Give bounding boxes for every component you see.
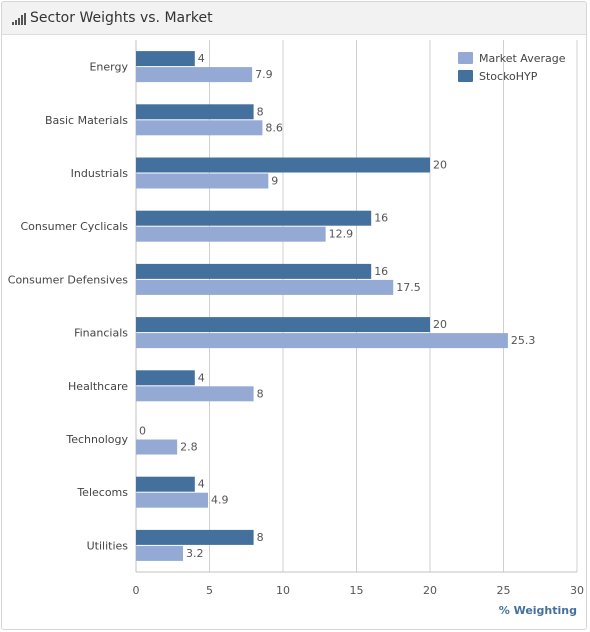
data-label-stockohyp: 4 bbox=[198, 52, 205, 65]
data-label-stockohyp: 4 bbox=[198, 371, 205, 384]
bar-market-average bbox=[136, 279, 394, 295]
data-label-stockohyp: 16 bbox=[374, 265, 388, 278]
data-label-stockohyp: 0 bbox=[139, 425, 146, 438]
bar-market-average bbox=[136, 545, 184, 561]
x-tick-label: 5 bbox=[206, 584, 213, 597]
x-tick-label: 20 bbox=[423, 584, 437, 597]
bar-market-average bbox=[136, 333, 508, 349]
category-label: Technology bbox=[65, 433, 128, 446]
bar-stockohyp bbox=[136, 317, 430, 333]
data-label-stockohyp: 8 bbox=[257, 105, 264, 118]
legend-label: StockoHYP bbox=[479, 70, 538, 83]
bar-market-average bbox=[136, 120, 263, 136]
category-label: Financials bbox=[74, 327, 128, 340]
bar-stockohyp bbox=[136, 51, 195, 67]
bar-chart-icon bbox=[12, 13, 26, 25]
data-label-market-average: 3.2 bbox=[186, 547, 204, 560]
data-label-market-average: 7.9 bbox=[255, 68, 273, 81]
data-label-stockohyp: 16 bbox=[374, 212, 388, 225]
data-label-stockohyp: 8 bbox=[257, 531, 264, 544]
category-label: Consumer Cyclicals bbox=[20, 220, 128, 233]
bar-market-average bbox=[136, 492, 209, 508]
bar-stockohyp bbox=[136, 157, 430, 173]
data-label-market-average: 17.5 bbox=[396, 281, 421, 294]
legend-label: Market Average bbox=[479, 52, 566, 65]
category-label: Industrials bbox=[71, 167, 129, 180]
data-label-stockohyp: 4 bbox=[198, 478, 205, 491]
category-label: Consumer Defensives bbox=[8, 273, 129, 286]
category-label: Healthcare bbox=[68, 380, 128, 393]
bar-market-average bbox=[136, 226, 326, 242]
bar-market-average bbox=[136, 439, 178, 455]
bar-stockohyp bbox=[136, 370, 195, 386]
category-label: Basic Materials bbox=[45, 114, 128, 127]
legend-swatch bbox=[458, 52, 473, 64]
bar-market-average bbox=[136, 173, 269, 189]
category-label: Energy bbox=[89, 61, 128, 74]
data-label-market-average: 12.9 bbox=[329, 228, 354, 241]
bar-stockohyp bbox=[136, 476, 195, 492]
bar-market-average bbox=[136, 67, 253, 83]
bar-stockohyp bbox=[136, 529, 254, 545]
data-label-market-average: 8 bbox=[257, 387, 264, 400]
category-label: Telecoms bbox=[76, 486, 128, 499]
category-label: Utilities bbox=[87, 539, 129, 552]
data-label-market-average: 9 bbox=[271, 175, 278, 188]
x-tick-label: 10 bbox=[276, 584, 290, 597]
bar-stockohyp bbox=[136, 104, 254, 120]
legend-swatch bbox=[458, 70, 473, 82]
bar-market-average bbox=[136, 386, 254, 402]
data-label-market-average: 25.3 bbox=[511, 334, 536, 347]
x-tick-label: 25 bbox=[497, 584, 511, 597]
panel-title: Sector Weights vs. Market bbox=[30, 10, 213, 26]
data-label-market-average: 2.8 bbox=[180, 441, 198, 454]
bar-stockohyp bbox=[136, 263, 372, 279]
x-tick-label: 30 bbox=[570, 584, 584, 597]
x-tick-label: 0 bbox=[133, 584, 140, 597]
data-label-stockohyp: 20 bbox=[433, 318, 447, 331]
data-label-stockohyp: 20 bbox=[433, 159, 447, 172]
bar-stockohyp bbox=[136, 210, 372, 226]
panel-header: Sector Weights vs. Market bbox=[2, 2, 586, 35]
data-label-market-average: 4.9 bbox=[211, 494, 229, 507]
x-tick-label: 15 bbox=[350, 584, 364, 597]
data-label-market-average: 8.6 bbox=[265, 121, 283, 134]
x-axis-label: % Weighting bbox=[499, 604, 577, 617]
